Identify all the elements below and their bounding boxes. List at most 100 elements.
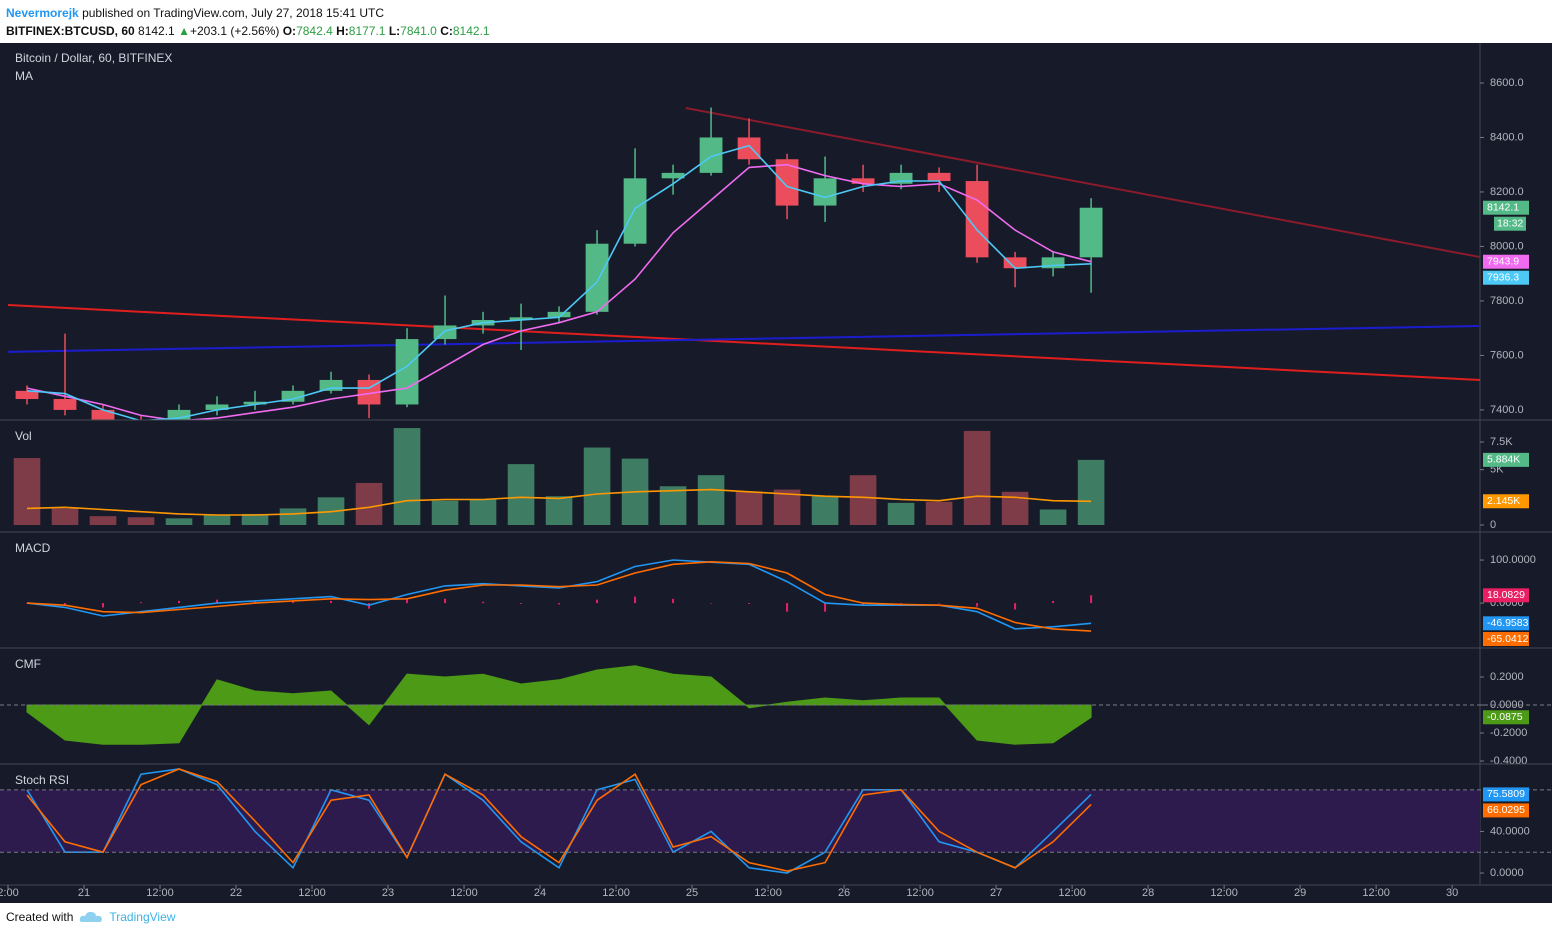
histogram-bar — [254, 600, 257, 604]
volume-bar — [431, 500, 459, 525]
y-tick-label: 0 — [1490, 519, 1496, 531]
histogram-bar — [748, 603, 751, 604]
x-tick-label: 22 — [230, 887, 242, 899]
price-label-box — [1483, 787, 1529, 802]
volume-bar — [583, 447, 611, 525]
volume-bar — [469, 499, 497, 525]
l: 7841.0 — [400, 24, 437, 38]
candle-body — [1079, 207, 1103, 258]
histogram-bar — [102, 603, 105, 608]
candle-body — [889, 172, 913, 184]
y-tick-label: -0.4000 — [1490, 755, 1527, 767]
candle-body — [813, 178, 837, 206]
o-key: O: — [282, 24, 297, 38]
y-tick-label: 0.2000 — [1490, 671, 1524, 683]
panel — [13, 428, 1105, 525]
histogram-bar — [330, 600, 333, 604]
band — [0, 789, 1480, 853]
candle-body — [927, 172, 951, 182]
histogram-bar — [824, 603, 827, 612]
o: 7842.4 — [296, 24, 333, 38]
user-link[interactable]: Nevermorejk — [6, 6, 79, 20]
indicator-line — [26, 163, 1092, 420]
price-label-box — [1483, 254, 1529, 269]
indicator-line — [26, 144, 1092, 420]
price-label: -46.9583 — [1487, 617, 1529, 629]
price-label: 18:32 — [1497, 218, 1523, 230]
panel-title: CMF — [15, 657, 41, 671]
candle-body — [775, 159, 799, 206]
volume-bar — [773, 489, 801, 525]
panel — [26, 559, 1093, 632]
x-tick-label: 12:00 — [298, 887, 326, 899]
trend-line — [7, 325, 1480, 353]
volume-bar — [165, 518, 193, 525]
price-label: 8142.1 — [1487, 202, 1519, 214]
price-label-box — [1483, 494, 1529, 509]
candle-body — [965, 181, 989, 258]
candle-body — [91, 409, 115, 420]
volume-bar — [735, 491, 763, 525]
histogram-bar — [558, 603, 561, 605]
x-tick-label: 26 — [838, 887, 850, 899]
panel — [7, 107, 1480, 420]
histogram-bar — [520, 603, 523, 604]
price-label: 75.5809 — [1487, 788, 1525, 800]
candle-body — [737, 137, 761, 160]
volume-bar — [127, 517, 155, 525]
x-tick-label: 30 — [1446, 887, 1458, 899]
c-key: C: — [440, 24, 453, 38]
h-key: H: — [336, 24, 349, 38]
indicator-line — [26, 488, 1092, 516]
panel-title: Stoch RSI — [15, 773, 69, 787]
histogram-bar — [596, 599, 599, 604]
y-tick-label: 8400.0 — [1490, 131, 1524, 143]
histogram-bar — [482, 601, 485, 604]
price-label-box — [1483, 270, 1529, 285]
candle-body — [281, 390, 305, 402]
candle-body — [623, 178, 647, 244]
y-tick-label: -0.2000 — [1490, 727, 1527, 739]
volume-bar — [811, 496, 839, 525]
volume-bar — [659, 486, 687, 525]
quote-line: BITFINEX:BTCUSD, 60 8142.1 ▲+203.1 (+2.5… — [6, 22, 490, 40]
indicator-line — [26, 768, 1092, 872]
histogram-bar — [64, 603, 67, 606]
volume-bar — [241, 513, 269, 525]
volume-bar — [13, 458, 41, 525]
publish-line: Nevermorejk published on TradingView.com… — [6, 4, 490, 22]
x-tick-label: 12:00 — [906, 887, 934, 899]
brand[interactable]: TradingView — [109, 910, 176, 924]
y-tick-label: 7600.0 — [1490, 349, 1524, 361]
volume-bar — [279, 508, 307, 525]
panel-title: MACD — [15, 541, 51, 555]
candle-body — [53, 399, 77, 410]
candle-body — [357, 379, 381, 405]
x-tick-label: 25 — [686, 887, 698, 899]
price-label: -0.0875 — [1487, 711, 1523, 723]
panel — [0, 768, 1480, 874]
candle-body — [585, 243, 609, 312]
trend-line — [685, 107, 1480, 259]
price-label: 18.0829 — [1487, 589, 1525, 601]
histogram-bar — [406, 598, 409, 604]
histogram-bar — [900, 603, 903, 604]
candle-body — [851, 178, 875, 184]
candle-body — [1041, 257, 1065, 269]
area — [26, 665, 1092, 745]
x-tick-label: 24 — [534, 887, 546, 899]
volume-bar — [507, 464, 535, 525]
candle-body — [205, 404, 229, 410]
y-tick-label: 40.0000 — [1490, 825, 1530, 837]
c: 8142.1 — [452, 24, 490, 38]
price-label-box — [1483, 632, 1529, 646]
candle-body — [1003, 257, 1027, 269]
x-tick-label: 12:00 — [1210, 887, 1238, 899]
histogram-bar — [786, 603, 789, 612]
price-label: 7936.3 — [1487, 272, 1519, 284]
price-label-box — [1483, 452, 1529, 467]
price-label-box — [1483, 200, 1529, 215]
y-tick-label: 7800.0 — [1490, 295, 1524, 307]
y-tick-label: 100.0000 — [1490, 554, 1536, 566]
